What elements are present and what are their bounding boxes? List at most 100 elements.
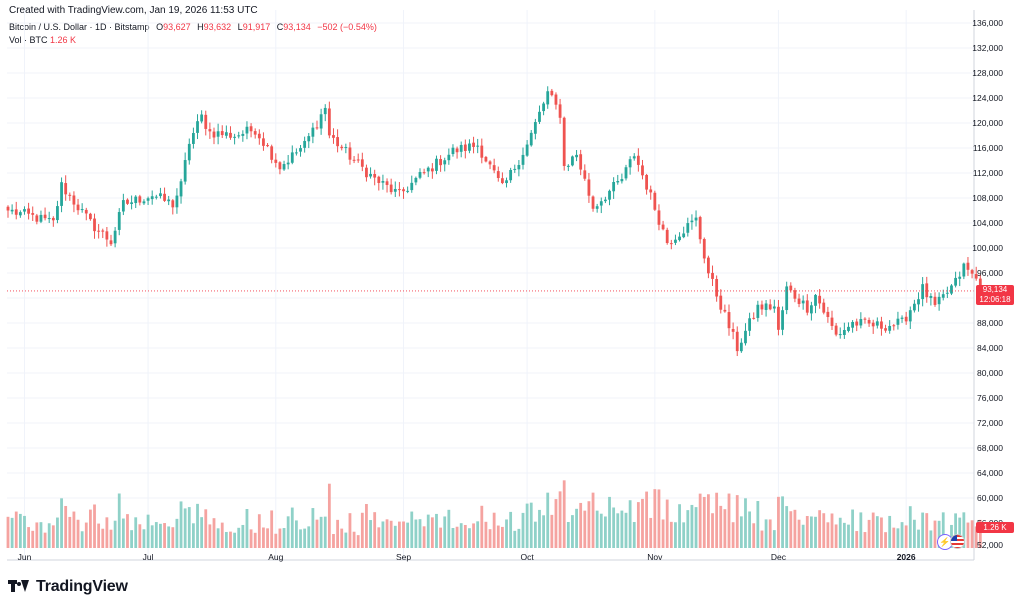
volume-bar — [488, 529, 492, 548]
volume-bar — [10, 517, 14, 548]
volume-bar — [958, 517, 962, 548]
candle-body — [47, 218, 51, 220]
volume-bar — [851, 509, 854, 548]
volume-bar — [257, 514, 261, 548]
candle-body — [257, 133, 261, 139]
volume-bar — [307, 526, 311, 548]
price-tick-label: 88,000 — [977, 318, 1003, 328]
volume-bar — [669, 521, 673, 548]
volume-bar — [385, 519, 389, 548]
price-axis: 136,000 132,000 128,000 124,000 120,000 116,0… — [972, 18, 1003, 550]
price-tick-label: 80,000 — [977, 368, 1003, 378]
candle-body — [443, 160, 447, 165]
volume-bar — [51, 525, 55, 548]
volume-bar — [109, 529, 113, 548]
candle-body — [204, 114, 208, 129]
candle-body — [237, 135, 241, 137]
candle-body — [472, 142, 475, 147]
candle-body — [39, 214, 43, 222]
volume-bar — [311, 508, 315, 548]
volume-bar — [352, 531, 356, 548]
candle-body — [954, 277, 957, 286]
volume-bar — [678, 504, 681, 548]
volume-bar — [550, 514, 554, 548]
volume-bar — [818, 510, 822, 548]
volume-bar — [702, 496, 706, 548]
candle-body — [418, 172, 422, 178]
volume-bar — [842, 522, 846, 548]
volume-bar — [344, 532, 348, 548]
volume-bar — [686, 510, 690, 548]
volume-bar — [723, 509, 727, 548]
candle-body — [867, 319, 871, 324]
candle-body — [657, 210, 661, 225]
price-tick-label: 136,000 — [972, 18, 1003, 28]
candle-body — [768, 304, 772, 310]
candle-body — [847, 326, 850, 331]
volume-bar — [925, 513, 929, 548]
volume-bar — [904, 525, 908, 548]
close-label: C — [276, 22, 284, 32]
volume-bar — [797, 519, 801, 548]
price-tick-label: 64,000 — [977, 468, 1003, 478]
candle-body — [451, 147, 455, 155]
volume-bar — [801, 524, 805, 548]
candle-body — [134, 196, 138, 204]
volume-bar — [962, 512, 966, 548]
volume-bar — [138, 524, 142, 548]
volume-bar — [966, 522, 970, 548]
candle-body — [439, 159, 442, 166]
volume-bar — [908, 506, 912, 548]
volume-bar — [327, 483, 331, 548]
volume-bar — [665, 499, 669, 548]
volume-bar — [937, 520, 941, 548]
volume-bar — [282, 528, 286, 548]
volume-bar — [439, 527, 442, 548]
volume-bar — [888, 515, 892, 548]
volume-bar — [414, 519, 418, 548]
change-value: −502 (−0.54%) — [317, 22, 377, 32]
candle-body — [509, 169, 513, 181]
volume-bars — [6, 480, 982, 548]
volume-bar — [146, 514, 150, 548]
candle-body — [748, 318, 751, 331]
volume-bar — [97, 523, 101, 548]
candle-body — [719, 295, 723, 310]
us-flag-icon[interactable] — [950, 534, 965, 549]
volume-bar — [348, 513, 352, 548]
candle-body — [93, 218, 96, 232]
volume-bar — [970, 520, 974, 548]
time-tick-label: Sep — [396, 552, 411, 562]
volume-bar — [47, 523, 51, 548]
volume-bar — [933, 520, 937, 548]
candle-body — [245, 126, 249, 134]
candle-body — [871, 322, 875, 327]
volume-bar — [591, 492, 595, 548]
volume-bar — [748, 511, 751, 548]
volume-bar — [785, 506, 789, 548]
volume-bar — [566, 522, 570, 548]
volume-bar — [575, 508, 578, 548]
volume-bar — [410, 511, 414, 548]
candle-body — [43, 214, 47, 219]
volume-legend: Vol · BTC 1.26 K — [9, 35, 76, 45]
candle-body — [179, 181, 183, 197]
candle-body — [459, 144, 463, 152]
candle-body — [900, 317, 904, 319]
candle-body — [632, 156, 636, 159]
tradingview-brand[interactable]: TradingView — [8, 578, 128, 596]
candle-body — [599, 201, 603, 206]
candle-body — [14, 209, 18, 215]
candle-body — [616, 181, 620, 183]
volume-bar — [690, 504, 694, 548]
candle-body — [591, 196, 595, 209]
candle-body — [945, 292, 949, 294]
volume-bar — [332, 534, 335, 548]
volume-bar — [134, 517, 138, 548]
volume-bar — [224, 531, 228, 548]
candle-body — [978, 278, 982, 291]
volume-bar — [266, 528, 269, 548]
volume-bar — [56, 517, 59, 548]
symbol-label: Bitcoin / U.S. Dollar · 1D · Bitstamp — [9, 22, 150, 32]
